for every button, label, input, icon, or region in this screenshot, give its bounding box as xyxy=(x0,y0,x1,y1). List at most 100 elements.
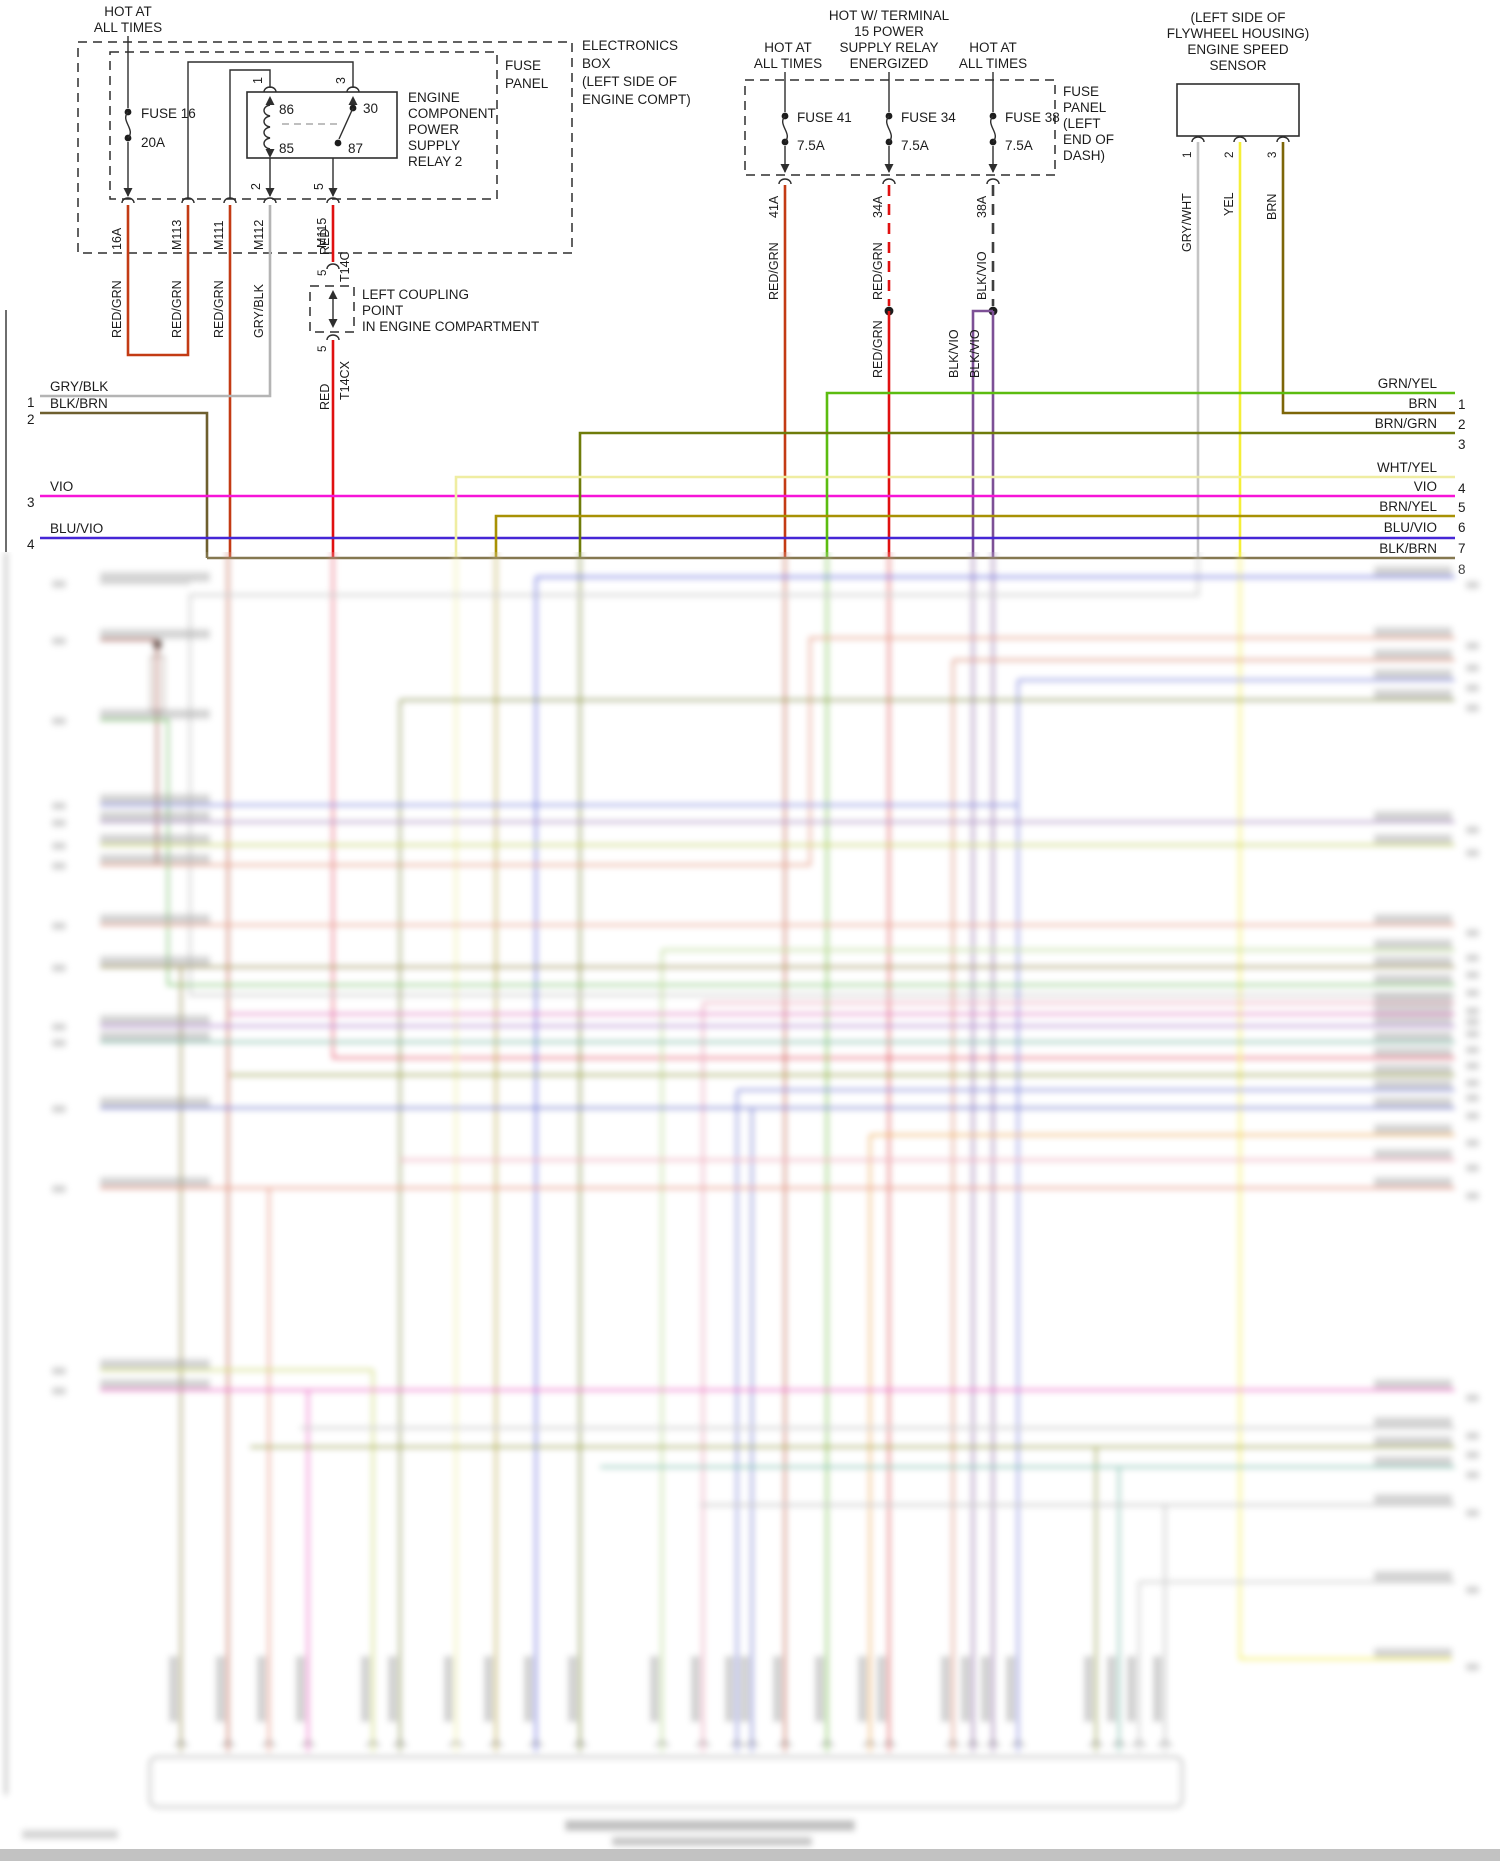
dash-panel-label: END OF xyxy=(1063,132,1114,147)
wire-blkbrn-row xyxy=(40,411,209,558)
arrow-up-icon xyxy=(328,290,338,299)
arrow-down-icon xyxy=(265,188,275,197)
arrow-down-icon xyxy=(328,188,338,197)
wire-color-label: RED/GRN xyxy=(170,280,184,338)
left-rows: GRY/BLK 1 BLK/BRN 2 VIO 3 BLU/VIO 4 xyxy=(27,379,1455,558)
right-rows: GRN/YEL 1 BRN 2 BRN/GRN 3 WHT/YEL 4 VIO … xyxy=(207,376,1466,577)
wire-16a-m113-loop xyxy=(126,205,190,357)
relay-coil-85: 85 xyxy=(279,141,294,156)
fuse41-symbol xyxy=(780,111,790,147)
row-label: BLK/BRN xyxy=(50,396,108,411)
electronics-box-outline xyxy=(77,41,573,254)
sensor-box xyxy=(1176,83,1300,137)
hot-at-label: ALL TIMES xyxy=(959,56,1027,71)
wire-brnyel-row xyxy=(494,514,1455,558)
terminal-id: M111 xyxy=(212,221,226,250)
wire-color-label: GRY/WHT xyxy=(1180,193,1194,252)
row-num: 4 xyxy=(1458,481,1466,496)
arrow-down-icon xyxy=(884,164,894,173)
wire-color-label: BRN xyxy=(1265,194,1279,220)
dash-panel-label: FUSE xyxy=(1063,84,1099,99)
relay-name: RELAY 2 xyxy=(408,154,462,169)
terminal-id: 16A xyxy=(110,227,124,250)
sensor-label: SENSOR xyxy=(1209,58,1266,73)
fuse38-symbol xyxy=(988,111,998,147)
wire-color-label: BLK/VIO xyxy=(947,329,961,378)
arrow-down-icon xyxy=(780,164,790,173)
row-num: 4 xyxy=(27,537,35,552)
arrow-down-icon xyxy=(988,164,998,173)
terminal-id: 38A xyxy=(975,195,989,218)
terminal-icon xyxy=(1233,136,1247,143)
fuse-panel-label: PANEL xyxy=(505,76,549,91)
wire-color-label: RED/GRN xyxy=(871,320,885,378)
row-num: 1 xyxy=(27,395,35,410)
relay-pin1-num: 1 xyxy=(251,77,265,84)
engine-speed-sensor-block: (LEFT SIDE OF FLYWHEEL HOUSING) ENGINE S… xyxy=(1167,10,1455,558)
wire-color-label: BLK/VIO xyxy=(975,251,989,300)
relay-pin1-wire xyxy=(229,69,271,199)
terminal-id: 34A xyxy=(871,195,885,218)
terminal-icon xyxy=(986,178,1000,185)
sensor-pin: 1 xyxy=(1182,152,1194,158)
wire-grnyel-row xyxy=(825,391,1455,558)
hot-at-label: ALL TIMES xyxy=(754,56,822,71)
fuse16-rating: 20A xyxy=(141,135,165,150)
row-num: 3 xyxy=(1458,437,1466,452)
row-num: 6 xyxy=(1458,520,1466,535)
wire-m112-gryblk xyxy=(40,205,272,398)
coupling-label: LEFT COUPLING xyxy=(362,287,469,302)
wire-color-label: RED/GRN xyxy=(212,280,226,338)
bottom-edge-bar xyxy=(0,1849,1500,1861)
left-fuse-panel-block: HOT AT ALL TIMES FUSE PANEL ELECTRONICS … xyxy=(40,4,691,558)
hot-terminal15-label: ENERGIZED xyxy=(850,56,929,71)
terminal-icon xyxy=(263,197,277,204)
row-label: BLU/VIO xyxy=(1384,520,1437,535)
hot-terminal15-label: 15 POWER xyxy=(854,24,924,39)
relay-pin3-wire xyxy=(187,61,354,199)
relay-pin3-num: 3 xyxy=(334,77,348,84)
terminal-icon xyxy=(778,178,792,185)
row-num: 2 xyxy=(1458,417,1466,432)
arrow-down-icon xyxy=(123,188,133,197)
wire-whtyel-row xyxy=(454,475,1455,558)
relay-coil-86: 86 xyxy=(279,102,294,117)
electronics-box-label: ELECTRONICS xyxy=(582,38,678,53)
sensor-pin: 2 xyxy=(1224,152,1236,158)
blurred-lower-wiring xyxy=(0,552,1500,1849)
dash-panel-label: PANEL xyxy=(1063,100,1107,115)
relay-name: ENGINE xyxy=(408,90,460,105)
wire-color-label: RED/GRN xyxy=(110,280,124,338)
row-num: 7 xyxy=(1458,541,1466,556)
coupling-pin: 5 xyxy=(317,346,329,352)
fuse-panel-outline xyxy=(109,51,498,200)
relay-30: 30 xyxy=(363,101,378,116)
wire-color-label: YEL xyxy=(1222,192,1236,216)
terminal-icon xyxy=(326,334,340,341)
relay-pin5-num: 5 xyxy=(312,183,326,190)
dash-panel-label: DASH) xyxy=(1063,148,1105,163)
terminal-icon xyxy=(882,178,896,185)
sensor-label: FLYWHEEL HOUSING) xyxy=(1167,26,1310,41)
row-num: 1 xyxy=(1458,397,1466,412)
row-label: BRN xyxy=(1408,396,1437,411)
coupling-box xyxy=(309,285,355,333)
relay-name: POWER xyxy=(408,122,459,137)
wire-color-label: RED xyxy=(318,384,332,410)
row-label: GRY/BLK xyxy=(50,379,108,394)
hot-at-label: HOT AT xyxy=(969,40,1017,55)
relay-pin2-num: 2 xyxy=(249,183,263,190)
hot-terminal15-label: HOT W/ TERMINAL xyxy=(829,8,950,23)
row-label: VIO xyxy=(1414,479,1437,494)
fuse34-symbol xyxy=(884,111,894,147)
fuse-panel-label: FUSE xyxy=(505,58,541,73)
sensor-pin: 3 xyxy=(1267,152,1279,158)
left-coupling-point: RED 5 T14C LEFT COUPLING POINT IN ENGINE… xyxy=(309,229,539,558)
coupling-id: T14CX xyxy=(338,360,352,400)
relay-87: 87 xyxy=(348,141,363,156)
arrow-down-icon xyxy=(328,319,338,328)
row-num: 5 xyxy=(1458,500,1466,515)
hot-at-label: HOT AT xyxy=(104,4,152,19)
wire-brn xyxy=(1281,142,1455,415)
row-label: GRN/YEL xyxy=(1378,376,1438,391)
